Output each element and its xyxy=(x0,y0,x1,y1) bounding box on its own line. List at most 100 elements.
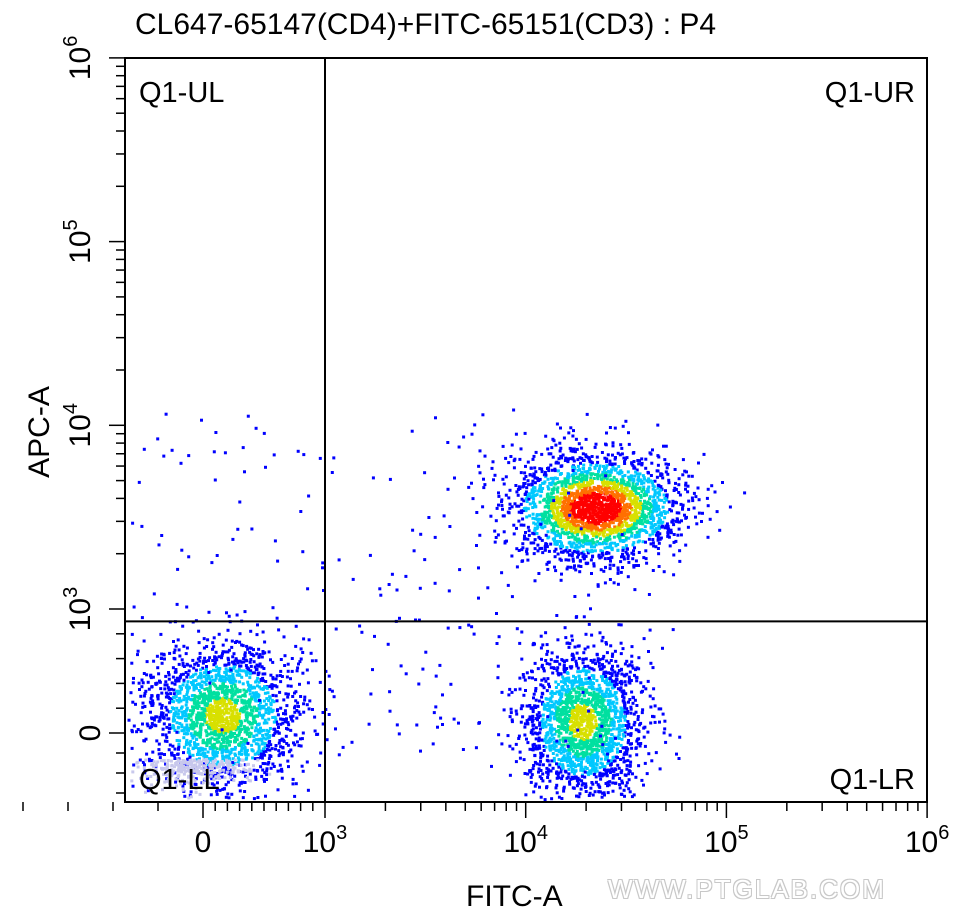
event-dot xyxy=(546,467,549,470)
event-dot xyxy=(548,748,552,752)
event-dot xyxy=(609,723,612,727)
event-dot xyxy=(551,671,555,675)
event-dot xyxy=(608,481,612,485)
event-dot xyxy=(521,509,525,512)
event-dot xyxy=(637,764,641,768)
event-dot xyxy=(606,469,610,473)
event-dot xyxy=(550,651,554,655)
event-dot xyxy=(579,503,583,506)
event-dot xyxy=(564,558,568,562)
event-dot xyxy=(583,665,587,668)
event-dot xyxy=(639,681,643,685)
event-dot xyxy=(548,763,552,767)
event-dot xyxy=(546,485,550,489)
event-dot xyxy=(580,528,584,532)
event-dot xyxy=(634,526,637,530)
event-dot xyxy=(578,709,582,713)
event-dot xyxy=(601,533,605,537)
event-dot xyxy=(213,719,216,723)
event-dot xyxy=(611,741,615,745)
event-dot xyxy=(623,706,627,710)
event-dot xyxy=(582,463,586,467)
event-dot xyxy=(562,747,566,751)
event-dot xyxy=(618,783,622,787)
event-dot xyxy=(585,767,589,770)
event-dot xyxy=(544,504,548,508)
event-dot xyxy=(643,520,647,524)
event-dot xyxy=(559,717,563,721)
event-dot xyxy=(585,499,589,503)
event-dot xyxy=(580,470,584,474)
event-dot xyxy=(595,486,599,490)
event-dot xyxy=(721,481,724,484)
event-dot xyxy=(578,752,582,756)
event-dot xyxy=(564,719,567,723)
event-dot xyxy=(598,464,602,468)
event-dot xyxy=(687,474,691,478)
event-dot xyxy=(613,426,617,430)
event-dot xyxy=(218,747,222,751)
event-dot xyxy=(696,486,700,490)
event-dot xyxy=(582,688,586,692)
event-dot xyxy=(627,560,631,564)
event-dot xyxy=(600,517,604,521)
event-dot xyxy=(180,723,184,727)
event-dot xyxy=(598,698,602,702)
event-dot xyxy=(590,479,594,483)
event-dot xyxy=(506,734,510,738)
event-dot xyxy=(573,502,577,506)
event-dot xyxy=(524,509,528,513)
event-dot xyxy=(582,511,586,515)
event-dot xyxy=(551,476,555,480)
event-dot xyxy=(186,688,190,692)
event-dot xyxy=(591,472,595,476)
event-dot xyxy=(556,490,560,494)
event-dot xyxy=(610,541,614,545)
event-dot xyxy=(529,731,533,735)
event-dot xyxy=(204,772,207,776)
event-dot xyxy=(687,507,691,511)
event-dot xyxy=(566,752,570,756)
event-dot xyxy=(597,499,601,503)
event-dot xyxy=(568,707,572,710)
event-dot xyxy=(600,551,604,555)
event-dot xyxy=(651,448,654,452)
event-dot xyxy=(595,515,599,519)
event-dot xyxy=(170,751,174,755)
event-dot xyxy=(598,705,602,709)
event-dot xyxy=(606,453,610,457)
event-dot xyxy=(257,744,261,748)
event-dot xyxy=(582,553,586,557)
event-dot xyxy=(626,575,630,579)
event-dot xyxy=(607,661,611,665)
event-dot xyxy=(610,686,614,690)
event-dot xyxy=(647,477,651,481)
event-dot xyxy=(627,482,631,486)
event-dot xyxy=(600,772,604,776)
event-dot xyxy=(177,662,181,666)
event-dot xyxy=(577,697,581,701)
event-dot xyxy=(605,642,608,646)
event-dot xyxy=(563,526,567,529)
event-dot xyxy=(633,522,636,526)
event-dot xyxy=(564,636,568,640)
event-dot xyxy=(609,709,613,713)
event-dot xyxy=(545,545,549,549)
event-dot xyxy=(546,477,550,481)
event-dot xyxy=(610,746,614,750)
event-dot xyxy=(581,746,585,750)
event-dot xyxy=(584,729,588,733)
event-dot xyxy=(616,499,620,503)
event-dot xyxy=(527,717,531,721)
event-dot xyxy=(566,696,570,700)
event-dot xyxy=(673,486,677,490)
event-dot xyxy=(591,726,595,730)
event-dot xyxy=(614,518,618,522)
event-dot xyxy=(641,474,645,478)
event-dot xyxy=(624,419,628,423)
event-dot xyxy=(628,677,631,681)
event-dot xyxy=(542,744,546,748)
event-dot xyxy=(299,744,303,748)
event-dot xyxy=(598,515,602,519)
event-dot xyxy=(644,466,648,470)
